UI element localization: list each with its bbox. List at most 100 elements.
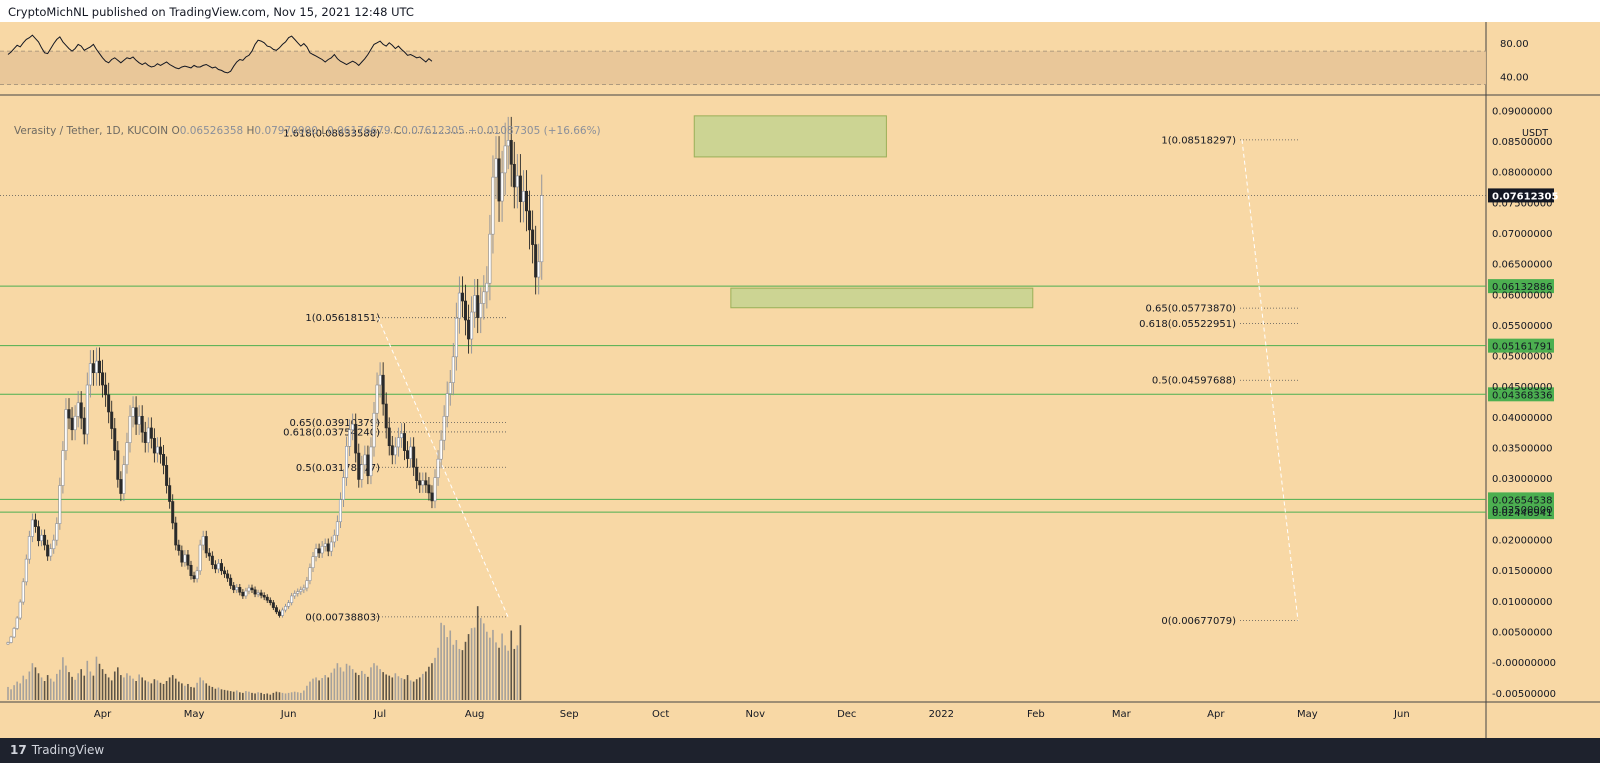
candle-body xyxy=(125,442,129,466)
candle-body xyxy=(451,356,455,383)
candle-body xyxy=(512,163,516,188)
volume-bar xyxy=(7,686,9,700)
volume-bar xyxy=(333,668,336,700)
level-price-badge xyxy=(1488,505,1554,520)
price-tick-label: 0.02000000 xyxy=(1492,536,1552,547)
candle-body xyxy=(33,519,37,527)
volume-bar xyxy=(77,673,79,700)
candle-body xyxy=(49,548,53,557)
candle-body xyxy=(372,412,376,448)
candle-body xyxy=(488,233,492,284)
volume-bar xyxy=(483,623,485,700)
chart-frame[interactable]: 80.00 40.00 0.06132886 0.05161791 0.04368336… xyxy=(0,22,1600,738)
candle-body xyxy=(64,409,68,451)
level-price-badge xyxy=(1488,338,1554,353)
volume-bar xyxy=(406,675,409,700)
candle-body xyxy=(299,589,303,592)
candle-body xyxy=(113,428,117,451)
volume-bar xyxy=(65,665,67,700)
time-tick-label: Dec xyxy=(837,709,856,720)
candle-body xyxy=(229,577,233,586)
tradingview-logo[interactable]: 17 TradingView xyxy=(10,743,104,757)
chart-canvas[interactable]: 80.00 40.00 0.06132886 0.05161791 0.04368336… xyxy=(0,22,1600,738)
volume-bar xyxy=(275,691,278,700)
price-tick-label: 0.07000000 xyxy=(1492,229,1552,240)
price-tick-label: 0.04000000 xyxy=(1492,413,1552,424)
volume-bar xyxy=(159,682,162,700)
volume-bar xyxy=(232,691,235,700)
time-tick-label: May xyxy=(184,709,205,720)
fib-right-level-label: 0.618(0.05522951) xyxy=(1139,319,1236,330)
candle-body xyxy=(277,611,281,616)
candle-body xyxy=(131,407,135,417)
fib-left-level-label: 0.618(0.03754240) xyxy=(283,427,380,438)
volume-bar xyxy=(257,692,259,700)
volume-bar xyxy=(226,690,229,700)
candle-body xyxy=(433,477,437,502)
volume-bar xyxy=(266,693,269,700)
ohlc-legend-change: +0.01087305 (+16.66%) xyxy=(465,125,601,137)
candle-body xyxy=(421,480,425,486)
candle-body xyxy=(91,363,95,374)
volume-bar xyxy=(263,694,265,700)
price-tick-label: 0.00500000 xyxy=(1492,627,1552,638)
candle-body xyxy=(195,570,199,580)
ohlc-legend-symbol: Verasity / Tether, 1D, KUCOIN xyxy=(14,125,168,137)
volume-bar xyxy=(153,679,156,700)
candle-body xyxy=(537,261,541,278)
volume-bar xyxy=(415,679,418,700)
volume-bar xyxy=(293,691,296,700)
time-tick-label: 2022 xyxy=(929,709,954,720)
candle-body xyxy=(70,417,74,431)
candle-body xyxy=(463,300,467,321)
volume-bar xyxy=(181,683,183,700)
volume-bar xyxy=(394,673,397,700)
candle-body xyxy=(213,564,217,570)
candle-body xyxy=(107,394,111,413)
volume-bar xyxy=(74,679,76,700)
volume-bar xyxy=(449,630,452,700)
volume-bar xyxy=(211,686,214,700)
volume-bar xyxy=(110,680,113,700)
candle-body xyxy=(119,479,123,494)
candle-body xyxy=(378,374,382,386)
rsi-tick-label: 80.00 xyxy=(1500,39,1529,50)
candle-body xyxy=(79,402,83,419)
volume-bar xyxy=(470,628,473,700)
publisher-bar: CryptoMichNL published on TradingView.co… xyxy=(0,0,1600,22)
volume-bar xyxy=(193,687,195,700)
volume-bar xyxy=(324,675,326,700)
candle-body xyxy=(381,374,385,405)
price-tick-label: 0.04500000 xyxy=(1492,382,1552,393)
volume-bar xyxy=(19,683,21,700)
volume-bar xyxy=(92,675,95,700)
candle-body xyxy=(524,190,528,212)
price-tick-label: 0.05000000 xyxy=(1492,352,1552,363)
price-tick-label: -0.00000000 xyxy=(1492,658,1556,669)
candle-body xyxy=(36,526,40,542)
candle-body xyxy=(427,484,431,494)
time-tick-label: Apr xyxy=(94,709,112,720)
candle-body xyxy=(171,501,175,524)
volume-bar xyxy=(458,648,461,700)
volume-bar xyxy=(68,672,70,700)
candle-body xyxy=(98,360,102,374)
candle-body xyxy=(6,642,10,645)
volume-bar xyxy=(71,676,73,700)
candle-body xyxy=(152,438,156,454)
candle-body xyxy=(52,539,56,550)
volume-bar xyxy=(455,640,458,700)
candle-body xyxy=(128,415,132,443)
price-tick-label: 0.01500000 xyxy=(1492,566,1552,577)
candle-body xyxy=(418,480,422,486)
candle-body xyxy=(85,384,89,435)
volume-bar xyxy=(187,683,189,700)
candle-body xyxy=(442,415,446,441)
candle-body xyxy=(445,393,449,417)
candle-body xyxy=(134,407,138,425)
volume-bar xyxy=(113,671,116,700)
volume-bar xyxy=(31,663,34,700)
volume-bar xyxy=(22,675,25,700)
volume-bar xyxy=(446,637,448,700)
time-tick-label: May xyxy=(1297,709,1318,720)
